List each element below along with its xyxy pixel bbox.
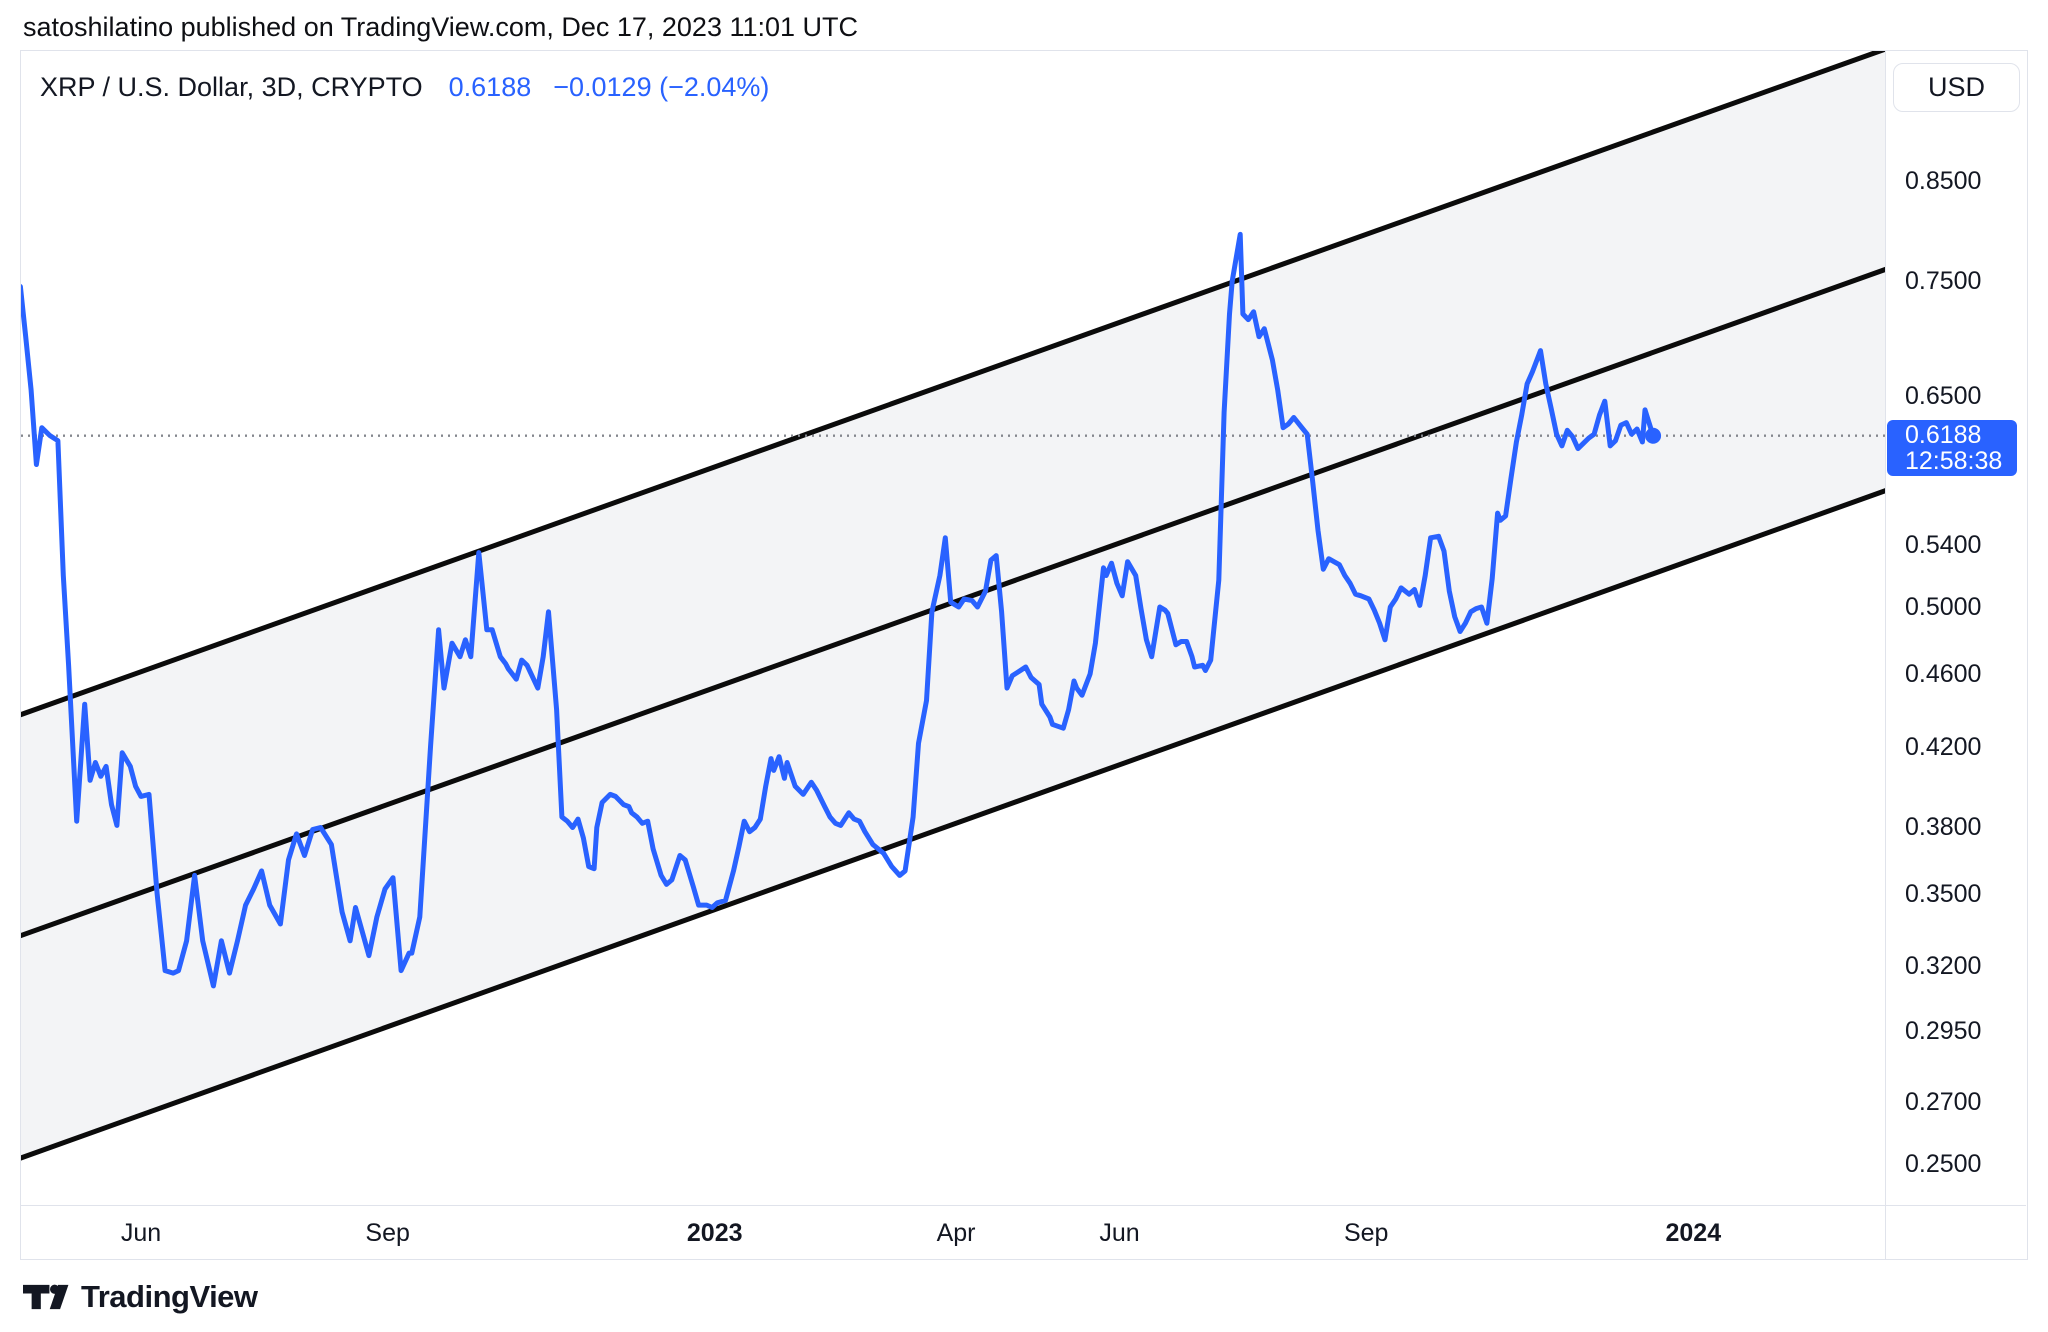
tradingview-logo-icon [23, 1284, 69, 1310]
last-price-badge-value: 0.6188 [1905, 420, 1982, 449]
currency-toggle-button[interactable]: USD [1893, 63, 2020, 112]
price-tick-label: 0.4200 [1905, 733, 1982, 762]
last-price-marker [1645, 427, 1662, 444]
price-tick-label: 0.2700 [1905, 1088, 1982, 1117]
price-tick-label: 0.2500 [1905, 1149, 1982, 1178]
symbol-title[interactable]: XRP / U.S. Dollar, 3D, CRYPTO [40, 72, 423, 102]
price-tick-label: 0.8500 [1905, 166, 1982, 195]
time-axis-separator [21, 1205, 2026, 1206]
attribution-text: satoshilatino published on TradingView.c… [23, 12, 859, 42]
price-axis-separator [1885, 51, 1886, 1259]
price-tick-label: 0.2950 [1905, 1016, 1982, 1045]
legend-change: −0.0129 (−2.04%) [553, 72, 770, 102]
time-tick-label: Jun [120, 1219, 162, 1247]
last-price-badge: 0.6188 12:58:38 [1887, 419, 2017, 476]
channel-fill [21, 51, 1885, 1158]
time-tick-label: Jun [1099, 1219, 1140, 1247]
channel-bottom-line[interactable] [21, 448, 1885, 1201]
price-tick-label: 0.5000 [1905, 593, 1982, 621]
price-tick-label: 0.5400 [1905, 531, 1982, 560]
price-tick-label: 0.7500 [1905, 267, 1982, 296]
time-tick-label: 2024 [1665, 1219, 1722, 1247]
price-line-series [21, 231, 1656, 989]
tradingview-brand-text: TradingView [81, 1279, 258, 1314]
price-tick-label: 0.4600 [1905, 659, 1982, 688]
time-tick-label: 2023 [686, 1219, 743, 1247]
tradingview-brand-link[interactable]: TradingView [23, 1276, 258, 1318]
price-tick-label: 0.3800 [1905, 813, 1982, 842]
time-tick-label: Sep [365, 1219, 410, 1247]
legend-last-price: 0.6188 [448, 72, 532, 102]
chart-legend: XRP / U.S. Dollar, 3D, CRYPTO 0.6188 −0.01… [40, 72, 769, 103]
price-tick-label: 0.3200 [1905, 951, 1982, 980]
price-chart-pane[interactable] [21, 51, 1885, 1205]
price-tick-label: 0.3500 [1905, 879, 1982, 908]
bar-countdown: 12:58:38 [1905, 446, 2003, 475]
time-tick-label: Apr [936, 1219, 976, 1247]
time-tick-label: Sep [1343, 1219, 1389, 1247]
price-tick-label: 0.6500 [1905, 382, 1982, 411]
channel-top-line[interactable] [21, 51, 1885, 757]
